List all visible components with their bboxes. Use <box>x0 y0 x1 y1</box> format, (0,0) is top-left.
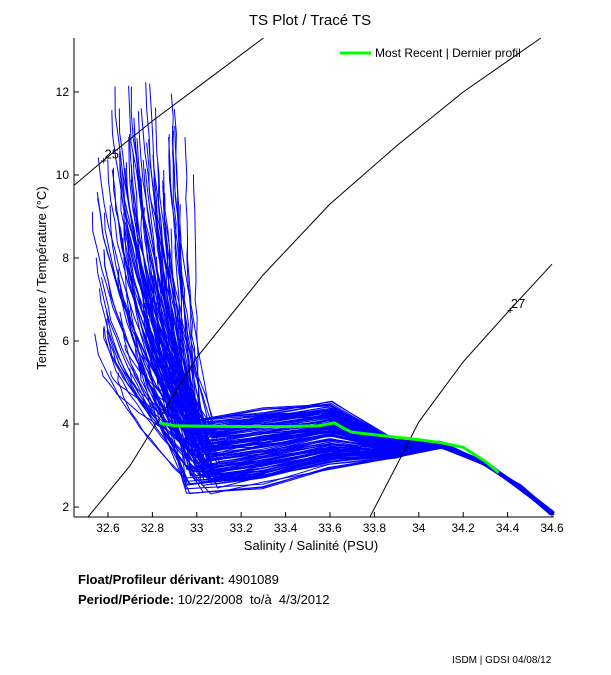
isopycnal-label: 25 <box>105 146 119 161</box>
y-tick-label: 4 <box>62 417 69 431</box>
profile-line <box>138 251 554 513</box>
legend-label: Most Recent | Dernier profil <box>375 46 521 60</box>
chart-title: TS Plot / Tracé TS <box>249 12 371 29</box>
y-tick-label: 8 <box>62 251 69 265</box>
period-info: Period/Période: 10/22/2008 to/à 4/3/2012 <box>78 592 330 607</box>
y-tick-label: 2 <box>62 500 69 514</box>
profile-lines <box>91 82 555 516</box>
float-value: 4901089 <box>228 572 279 587</box>
legend: Most Recent | Dernier profil <box>340 46 521 60</box>
x-tick-label: 33.8 <box>363 521 387 535</box>
isopycnal-marker: + <box>101 155 107 167</box>
y-tick-label: 10 <box>56 168 70 182</box>
y-axis-label: Temperature / Température (°C) <box>34 186 49 369</box>
x-tick-label: 33.2 <box>229 521 253 535</box>
ts-plot: +25+27 32.6 32.8 33 33.2 33.4 33.6 33.8 34 34.2 3… <box>34 12 564 553</box>
period-value: 10/22/2008 to/à 4/3/2012 <box>177 592 330 607</box>
x-tick-label: 34 <box>412 521 426 535</box>
period-label: Period/Période: <box>78 592 175 607</box>
x-axis-label: Salinity / Salinité (PSU) <box>244 538 378 553</box>
x-tick-label: 34.6 <box>540 521 564 535</box>
profile-line <box>145 374 552 515</box>
isopycnal-sigma-26 <box>87 37 542 517</box>
x-tick-label: 33.4 <box>274 521 298 535</box>
x-tick-label: 32.8 <box>141 521 165 535</box>
isopycnal-label: 27 <box>511 296 525 311</box>
float-info: Float/Profileur dérivant: 4901089 <box>78 572 279 587</box>
float-label: Float/Profileur dérivant: <box>78 572 225 587</box>
most-recent-profile <box>158 421 500 474</box>
profile-line <box>174 303 553 516</box>
x-tick-label: 34.4 <box>496 521 520 535</box>
axes: 32.6 32.8 33 33.2 33.4 33.6 33.8 34 34.2 34.4 34.6… <box>56 38 564 535</box>
x-tick-label: 33.6 <box>318 521 342 535</box>
y-tick-label: 6 <box>62 334 69 348</box>
x-tick-label: 33 <box>190 521 204 535</box>
y-tick-label: 12 <box>56 85 70 99</box>
profile-line <box>163 277 552 516</box>
isopycnal-marker: + <box>507 305 513 317</box>
isopycnal-sigma-25 <box>74 37 264 186</box>
x-tick-label: 34.2 <box>452 521 476 535</box>
x-tick-label: 32.6 <box>96 521 120 535</box>
credit-text: ISDM | GDSI 04/08/12 <box>452 655 552 666</box>
isopycnal-lines: +25+27 <box>74 37 553 517</box>
profile-line <box>153 177 552 514</box>
isopycnal-sigma-27 <box>369 263 553 517</box>
most-recent-line <box>158 421 500 474</box>
